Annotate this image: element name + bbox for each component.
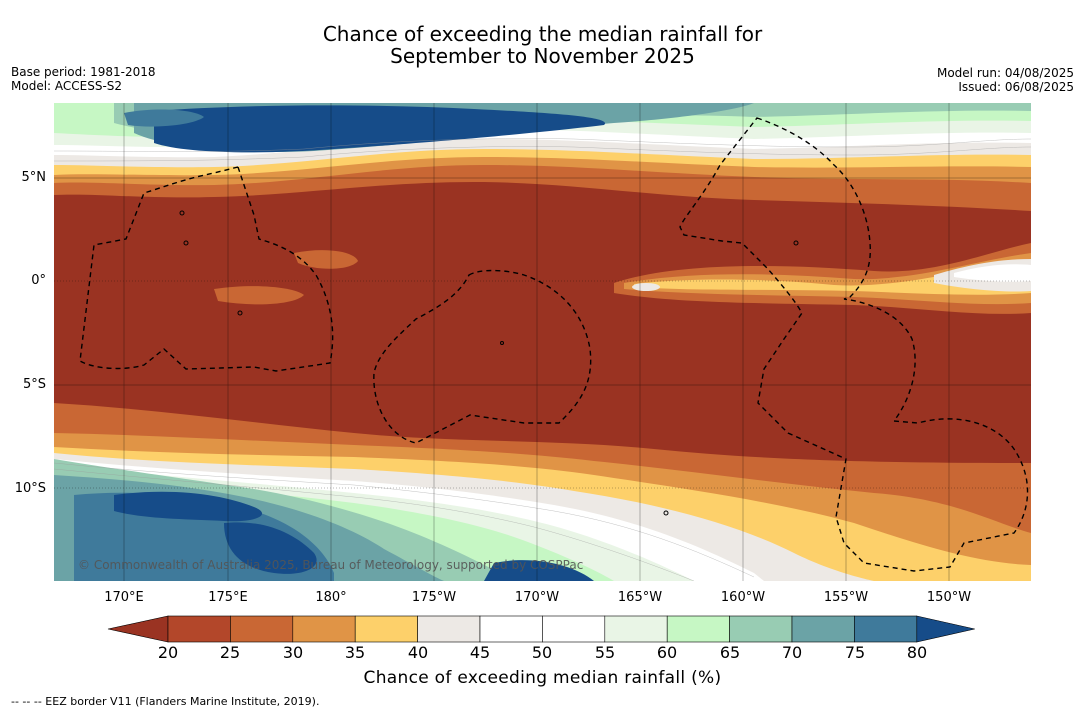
- colorbar-tick-40: 40: [407, 643, 429, 662]
- colorbar-extend-low: [107, 615, 169, 643]
- core-patch-30-b: [294, 250, 358, 269]
- equatorial-tongue-50: [954, 264, 1031, 282]
- colorbar-swatch: [854, 615, 918, 643]
- map-svg: [54, 103, 1031, 581]
- colorbar-tick-20: 20: [157, 643, 179, 662]
- colorbar-swatch: [417, 615, 481, 643]
- lat-tick-5s: 5°S: [22, 377, 46, 392]
- north-band-80: [154, 105, 606, 153]
- core-patch-30-a: [214, 286, 304, 305]
- lon-tick-155w: 155°W: [823, 590, 869, 605]
- colorbar-label: Chance of exceeding median rainfall (%): [363, 668, 722, 688]
- colorbar-tick-75: 75: [844, 643, 866, 662]
- colorbar-swatch: [167, 615, 231, 643]
- lat-tick-10s: 10°S: [14, 481, 46, 496]
- lon-tick-180: 180°: [315, 590, 347, 605]
- colorbar-swatch: [354, 615, 418, 643]
- lon-tick-175w: 175°W: [411, 590, 457, 605]
- colorbar-tick-55: 55: [594, 643, 616, 662]
- rainfall-map: [54, 103, 1031, 581]
- meta-right: Model run: 04/08/2025 Issued: 06/08/2025: [937, 66, 1074, 94]
- island-dot: [183, 240, 189, 246]
- island-dot: [663, 510, 669, 516]
- lon-tick-175e: 175°E: [208, 590, 248, 605]
- model-text: Model: ACCESS-S2: [11, 79, 123, 93]
- island-dot: [237, 310, 243, 316]
- island-dot: [179, 210, 185, 216]
- meta-left: Base period: 1981-2018 Model: ACCESS-S2: [11, 65, 156, 93]
- north-blob-75-west: [124, 109, 204, 127]
- contour-lines: [54, 138, 1031, 581]
- colorbar-swatch: [666, 615, 730, 643]
- lat-tick-5n: 5°N: [21, 170, 47, 185]
- lon-tick-170e: 170°E: [104, 590, 144, 605]
- equatorial-spot-45: [632, 283, 660, 291]
- colorbar-tick-30: 30: [282, 643, 304, 662]
- graticule: [54, 103, 1031, 581]
- colorbar-tick-60: 60: [656, 643, 678, 662]
- colorbar-tick-70: 70: [781, 643, 803, 662]
- lat-tick-0: 0°: [31, 273, 46, 288]
- colorbar-tick-50: 50: [531, 643, 553, 662]
- eez-kiribati-line: [679, 117, 1029, 572]
- colorbar-tick-45: 45: [469, 643, 491, 662]
- eez-kiribati-gilbert: [79, 166, 334, 372]
- island-dot: [793, 240, 799, 246]
- model-run-text: Model run: 04/08/2025: [936, 66, 1074, 80]
- equatorial-tongue-40: [634, 263, 1031, 295]
- colorbar-swatch: [791, 615, 855, 643]
- colorbar-swatch: [292, 615, 356, 643]
- colorbar-swatch: [729, 615, 793, 643]
- colorbar: [107, 615, 975, 643]
- south-band-80: [114, 491, 263, 522]
- colorbar-tick-25: 25: [219, 643, 241, 662]
- island-outlines: [179, 210, 799, 516]
- lon-tick-170w: 170°W: [514, 590, 560, 605]
- colorbar-swatch: [230, 615, 294, 643]
- map-title-line-2: September to November 2025: [390, 44, 695, 68]
- colorbar-swatch: [604, 615, 668, 643]
- issued-text: Issued: 06/08/2025: [958, 80, 1074, 94]
- copyright-notice: © Commonwealth of Australia 2025, Bureau…: [78, 558, 584, 572]
- eez-footnote: -- -- -- EEZ border V11 (Flanders Marine…: [11, 695, 320, 708]
- south-blob-80-c: [484, 560, 594, 581]
- lon-tick-165w: 165°W: [617, 590, 663, 605]
- map-title-line-1: Chance of exceeding the median rainfall …: [322, 22, 763, 46]
- island-dot: [500, 341, 504, 345]
- colorbar-tick-65: 65: [719, 643, 741, 662]
- colorbar-extend-high: [916, 615, 975, 643]
- colorbar-swatch: [479, 615, 543, 643]
- colorbar-swatch: [542, 615, 606, 643]
- lon-tick-150w: 150°W: [926, 590, 972, 605]
- lon-tick-160w: 160°W: [720, 590, 766, 605]
- colorbar-tick-80: 80: [906, 643, 928, 662]
- south-blob-80-b: [224, 522, 317, 574]
- colorbar-tick-35: 35: [344, 643, 366, 662]
- eez-kiribati-phoenix: [373, 269, 592, 444]
- eez-borders: [79, 117, 1029, 572]
- base-period-text: Base period: 1981-2018: [11, 65, 156, 79]
